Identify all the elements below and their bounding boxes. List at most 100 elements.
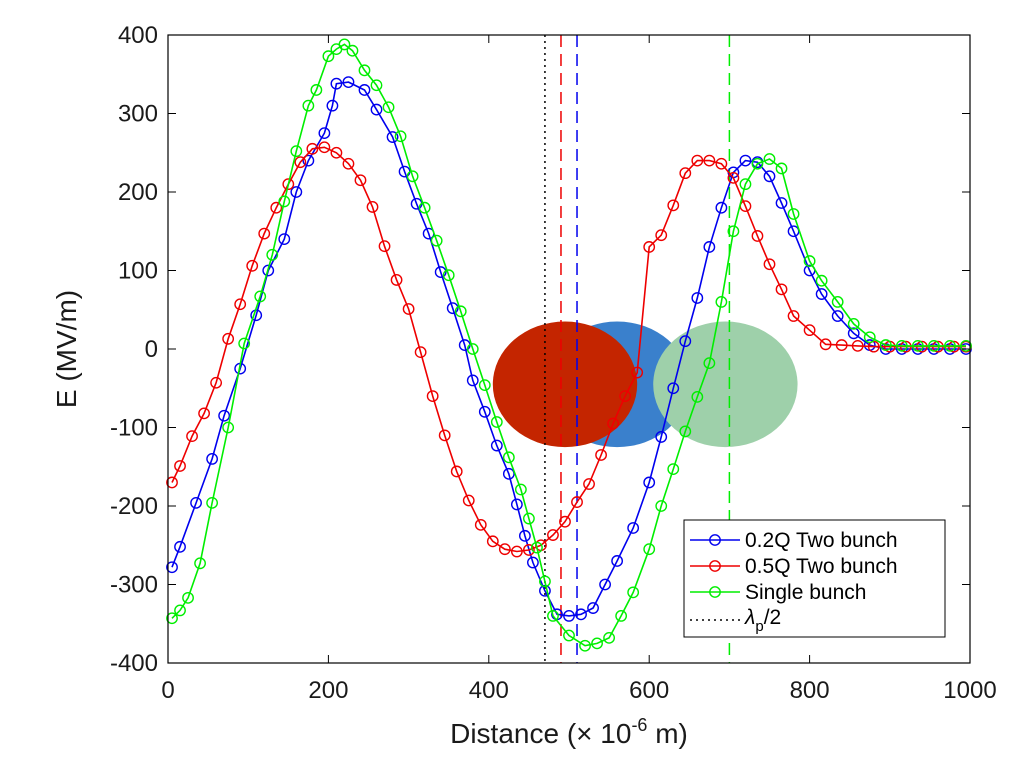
data-point — [198, 407, 210, 420]
data-point — [418, 201, 431, 214]
legend: 0.2Q Two bunch 0.5Q Two bunch Single bunch… — [683, 519, 946, 638]
legend-label-3: λp/2 — [744, 606, 781, 635]
data-point — [679, 335, 692, 348]
data-point — [430, 234, 443, 247]
data-point — [739, 178, 752, 191]
data-point — [619, 390, 632, 402]
data-point — [302, 99, 315, 112]
data-point — [510, 498, 523, 511]
data-point — [911, 339, 924, 352]
data-point — [366, 201, 379, 213]
bunch-layer — [492, 321, 798, 448]
data-point — [563, 629, 575, 642]
data-point — [751, 157, 764, 170]
legend-items: 0.2Q Two bunch 0.5Q Two bunch Single bunch… — [690, 529, 898, 635]
data-point — [358, 64, 371, 77]
data-point — [763, 258, 776, 271]
data-point — [579, 639, 591, 652]
data-point — [787, 310, 800, 322]
data-point — [302, 154, 315, 167]
data-point — [490, 416, 503, 428]
data-point — [190, 496, 202, 509]
data-point — [290, 186, 303, 198]
data-point — [599, 578, 611, 591]
legend-entry-1: 0.5Q Two bunch — [690, 555, 898, 578]
data-point — [691, 390, 704, 403]
data-point — [595, 449, 607, 461]
data-point — [478, 379, 491, 392]
data-point — [262, 264, 275, 277]
data-point — [342, 157, 355, 170]
data-point — [486, 535, 499, 548]
data-point — [815, 288, 828, 300]
data-point — [466, 374, 479, 387]
y-tick-label: 400 — [118, 22, 158, 49]
data-point — [378, 240, 391, 253]
data-point — [218, 409, 231, 422]
data-point — [531, 541, 543, 554]
series-layer — [166, 38, 972, 652]
data-point — [603, 631, 615, 644]
data-point — [547, 610, 559, 622]
legend-entry-0: 0.2Q Two bunch — [690, 529, 898, 552]
data-point — [847, 317, 860, 330]
data-point — [679, 167, 692, 180]
x-tick-label: 0 — [161, 677, 174, 704]
data-point — [310, 84, 323, 96]
legend-marker-2 — [709, 586, 721, 598]
data-point — [330, 77, 343, 90]
data-point — [346, 44, 359, 57]
data-point — [679, 425, 692, 438]
data-point — [306, 142, 319, 155]
data-point — [438, 429, 451, 442]
data-point — [258, 227, 271, 240]
x-axis-title-suffix: m) — [647, 718, 687, 749]
data-point — [270, 201, 283, 214]
data-point — [691, 154, 704, 167]
data-point — [442, 269, 455, 282]
data-point — [643, 241, 656, 253]
legend-label-1: 0.5Q Two bunch — [745, 555, 898, 578]
data-point — [615, 610, 628, 622]
data-point — [210, 376, 223, 389]
data-point — [928, 339, 940, 352]
tick-layer: 0 200 400 600 800 1000 -400 -300 -200 -100 0 100 200… — [110, 22, 997, 704]
data-point — [523, 512, 535, 525]
data-point — [831, 295, 844, 308]
x-tick-label: 600 — [629, 677, 669, 704]
data-point — [206, 452, 219, 465]
data-point — [527, 556, 539, 569]
data-point — [583, 478, 595, 490]
data-point — [591, 637, 603, 650]
y-tick-label: -100 — [110, 415, 158, 442]
data-point — [667, 199, 680, 212]
data-point — [703, 241, 716, 253]
data-point — [763, 170, 776, 183]
data-point — [498, 543, 511, 556]
data-point — [627, 522, 640, 534]
data-point — [194, 557, 206, 570]
legend-entry-3: λp/2 — [690, 606, 781, 635]
data-point — [402, 303, 415, 315]
data-point — [587, 602, 599, 614]
data-point — [174, 540, 186, 553]
data-point — [631, 366, 644, 379]
data-point — [518, 529, 531, 542]
data-point — [514, 483, 527, 496]
data-point — [847, 327, 860, 340]
data-point — [282, 178, 295, 191]
data-point — [831, 310, 844, 322]
y-tick-label: 300 — [118, 101, 158, 128]
data-point — [502, 467, 515, 480]
data-point — [206, 496, 219, 509]
data-point — [815, 274, 828, 287]
data-point — [386, 131, 399, 143]
data-point — [426, 390, 439, 402]
data-point — [338, 38, 351, 51]
data-point — [454, 305, 467, 318]
y-axis-title: E (MV/m) — [51, 290, 82, 408]
data-point — [174, 604, 186, 617]
data-point — [294, 156, 307, 169]
data-point — [655, 500, 668, 512]
